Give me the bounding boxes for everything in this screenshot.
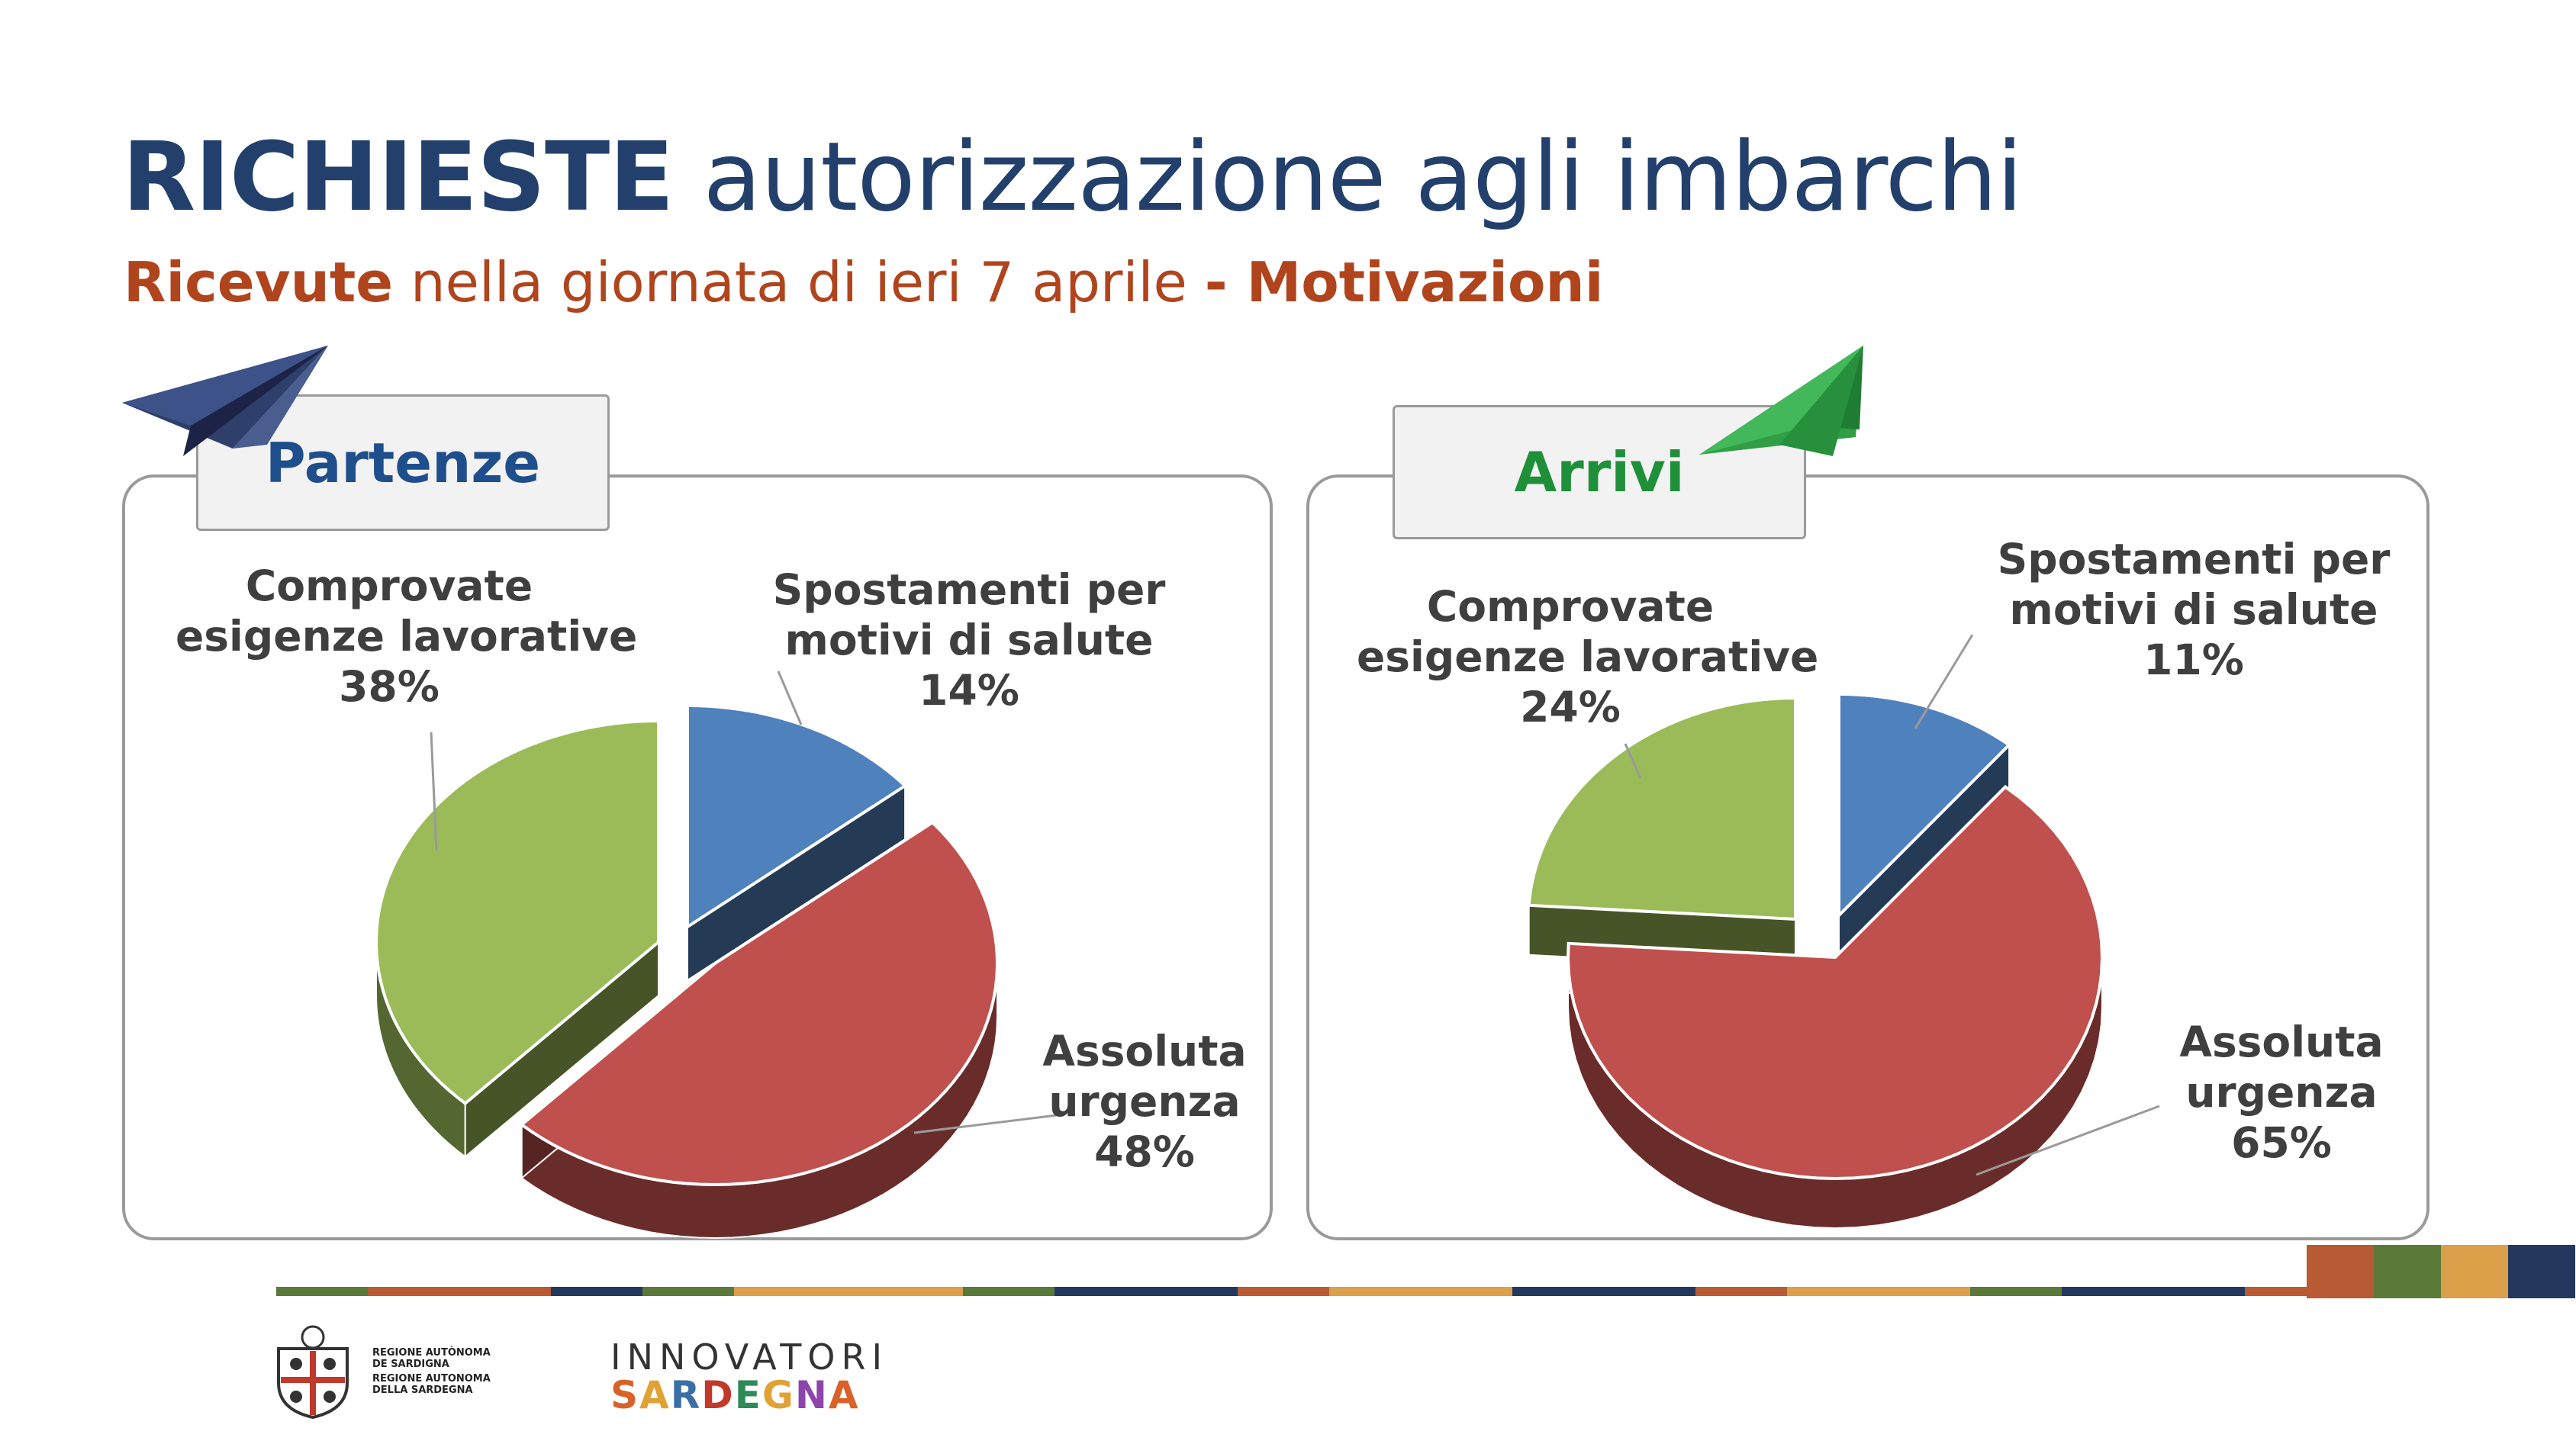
- regione-crest-icon: [277, 1325, 349, 1420]
- sardegna-letter: R: [670, 1373, 702, 1417]
- stripe-segment: [963, 1287, 1055, 1296]
- label-line: Spostamenti per: [772, 565, 1166, 614]
- stripe-segment: [734, 1287, 963, 1296]
- pie-slice: [686, 703, 908, 930]
- stripe-segment: [2245, 1287, 2307, 1296]
- subtitle-bold-2: - Motivazioni: [1204, 250, 1604, 314]
- stripe-segment: [551, 1287, 642, 1296]
- label-line: Spostamenti per: [1997, 535, 2391, 584]
- stripe-segment: [2062, 1287, 2245, 1296]
- pie-slice: [519, 820, 999, 1187]
- label-pct: 48%: [1094, 1127, 1195, 1176]
- paper-plane-dark-icon: [122, 346, 328, 456]
- label-line: esigenze lavorative: [175, 612, 638, 661]
- regione-line: DELLA SARDEGNA: [372, 1385, 473, 1396]
- label-pct: 11%: [2143, 635, 2244, 684]
- page-subtitle: Ricevute nella giornata di ieri 7 aprile…: [124, 250, 1603, 314]
- label-line: Assoluta: [1042, 1027, 1247, 1076]
- label-line: motivi di salute: [784, 616, 1154, 664]
- subtitle-mid: nella giornata di ieri 7 aprile: [393, 250, 1205, 314]
- label-line: Assoluta: [2179, 1018, 2384, 1066]
- stripe-segment: [642, 1287, 734, 1296]
- label-line: urgenza: [1048, 1077, 1241, 1126]
- leader-line: [1624, 743, 1642, 779]
- stripe-segment: [1970, 1287, 2062, 1296]
- footer-square: [2374, 1245, 2441, 1298]
- partenze-label-urgenza: Assoluta urgenza 48%: [1022, 1026, 1267, 1177]
- sardegna-letter: D: [701, 1373, 735, 1417]
- title-rest: autorizzazione agli imbarchi: [673, 122, 2023, 233]
- stripe-segment: [1512, 1287, 1695, 1296]
- arrivi-tab: Arrivi: [1393, 405, 1806, 539]
- page-title: RICHIESTE autorizzazione agli imbarchi: [122, 122, 2023, 233]
- innovatori-label: INNOVATORI: [610, 1336, 889, 1378]
- leader-line: [777, 671, 803, 725]
- label-pct: 14%: [919, 666, 1019, 715]
- partenze-tab-label: Partenze: [265, 430, 541, 495]
- label-pct: 65%: [2231, 1118, 2332, 1167]
- pie-slice: [1566, 784, 2104, 1181]
- title-bold: RICHIESTE: [122, 122, 675, 233]
- sardegna-letter: A: [639, 1373, 671, 1417]
- sardegna-letter: E: [734, 1373, 762, 1417]
- label-line: motivi di salute: [2009, 585, 2378, 634]
- label-line: urgenza: [2185, 1068, 2378, 1117]
- regione-text: REGIONE AUTÒNOMA DE SARDIGNA REGIONE AUT…: [372, 1347, 491, 1396]
- regione-line: REGIONE AUTONOMA: [372, 1373, 491, 1385]
- leader-line: [1914, 634, 1974, 729]
- stripe-segment: [368, 1287, 551, 1296]
- leader-line: [1975, 1105, 2160, 1176]
- stripe-segment: [1329, 1287, 1512, 1296]
- footer-square: [2441, 1245, 2508, 1298]
- label-line: Comprovate: [1426, 582, 1715, 631]
- pie-slice: [1527, 696, 1797, 921]
- stripe-segment: [1238, 1287, 1329, 1296]
- arrivi-tab-label: Arrivi: [1514, 440, 1685, 504]
- footer-square: [2307, 1245, 2374, 1298]
- partenze-label-salute: Spostamenti per motivi di salute 14%: [755, 564, 1183, 716]
- sardegna-letter: A: [828, 1373, 860, 1417]
- stripe-segment: [1695, 1287, 1787, 1296]
- subtitle-bold-1: Ricevute: [124, 250, 394, 314]
- leader-line: [913, 1114, 1058, 1134]
- stripe-segment: [1787, 1287, 1970, 1296]
- regione-line: REGIONE AUTÒNOMA: [372, 1347, 491, 1359]
- stripe-segment: [1055, 1287, 1238, 1296]
- footer-square: [2508, 1245, 2575, 1298]
- sardegna-label: SARDEGNA: [610, 1373, 860, 1417]
- label-pct: 24%: [1520, 683, 1621, 732]
- arrivi-label-salute: Spostamenti per motivi di salute 11%: [1980, 534, 2407, 685]
- sardegna-letter: N: [794, 1373, 829, 1417]
- paper-plane-green-icon: [1699, 346, 1863, 456]
- sardegna-letter: S: [610, 1373, 640, 1417]
- label-line: Comprovate: [245, 561, 533, 610]
- leader-line: [430, 732, 438, 851]
- partenze-label-lavorative: Comprovate esigenze lavorative 38%: [175, 561, 638, 712]
- sardegna-letter: G: [762, 1373, 795, 1417]
- label-pct: 38%: [339, 662, 440, 711]
- pie-slice: [375, 719, 660, 1105]
- regione-line: DE SARDIGNA: [372, 1359, 449, 1370]
- label-line: esigenze lavorative: [1357, 632, 1819, 681]
- partenze-tab: Partenze: [196, 394, 610, 531]
- arrivi-label-urgenza: Assoluta urgenza 65%: [2159, 1017, 2404, 1168]
- stripe-segment: [276, 1287, 368, 1296]
- arrivi-label-lavorative: Comprovate esigenze lavorative 24%: [1357, 581, 1819, 732]
